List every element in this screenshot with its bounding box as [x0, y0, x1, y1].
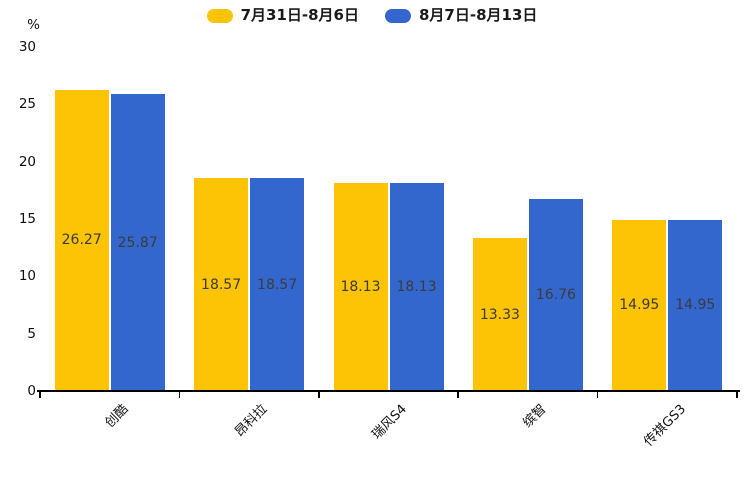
bar-value-label: 26.27: [61, 232, 102, 249]
bar-value-label: 13.33: [479, 306, 520, 323]
bar: [389, 183, 444, 391]
bar: [110, 94, 165, 391]
bar-value-label: 18.13: [396, 279, 437, 296]
y-axis-tick-label: 25: [18, 96, 36, 113]
bar: [528, 198, 583, 391]
bar-value-label: 18.13: [340, 279, 381, 296]
legend-item: 7月31日-8月6日: [206, 6, 359, 24]
x-axis-tick: [39, 392, 41, 398]
legend-label: 8月7日-8月13日: [419, 6, 538, 24]
bar: [612, 219, 667, 391]
x-axis-tick: [178, 392, 181, 398]
x-axis-tick: [596, 392, 599, 398]
bar-value-label: 25.87: [117, 234, 158, 251]
x-axis-tick: [736, 392, 738, 398]
bar-value-label: 18.57: [257, 276, 298, 293]
bar: [333, 183, 388, 391]
bar: [668, 219, 723, 391]
bar-value-label: 14.95: [619, 297, 660, 314]
legend-label: 7月31日-8月6日: [240, 6, 359, 24]
y-axis-tick-label: 20: [18, 153, 36, 170]
legend-swatch: [206, 8, 233, 23]
x-axis-tick: [318, 392, 320, 398]
bar-value-label: 18.57: [201, 276, 242, 293]
y-axis-unit-label: %: [27, 17, 40, 33]
bar: [194, 178, 249, 391]
category-label: 昂科拉: [232, 401, 271, 441]
bar-value-label: 14.95: [675, 297, 716, 314]
bar: [250, 178, 305, 391]
bar: [472, 238, 527, 391]
category-label: 缤智: [520, 401, 550, 431]
x-axis-line: [37, 390, 740, 392]
category-label: 瑞风S4: [369, 401, 410, 443]
legend: 7月31日-8月6日 8月7日-8月13日: [0, 8, 744, 23]
x-axis-tick: [457, 392, 459, 398]
legend-swatch: [385, 8, 411, 23]
y-axis-tick-label: 0: [27, 383, 36, 399]
y-axis-tick-label: 10: [18, 268, 36, 285]
bar: [54, 89, 109, 391]
y-axis-tick-label: 5: [27, 325, 36, 342]
bar-value-label: 16.76: [535, 286, 576, 303]
category-label: 创酷: [102, 401, 132, 431]
category-label: 传祺GS3: [640, 401, 689, 450]
y-axis-tick-label: 15: [18, 211, 36, 227]
legend-item: 8月7日-8月13日: [385, 8, 537, 23]
y-axis-tick-label: 30: [18, 39, 36, 55]
